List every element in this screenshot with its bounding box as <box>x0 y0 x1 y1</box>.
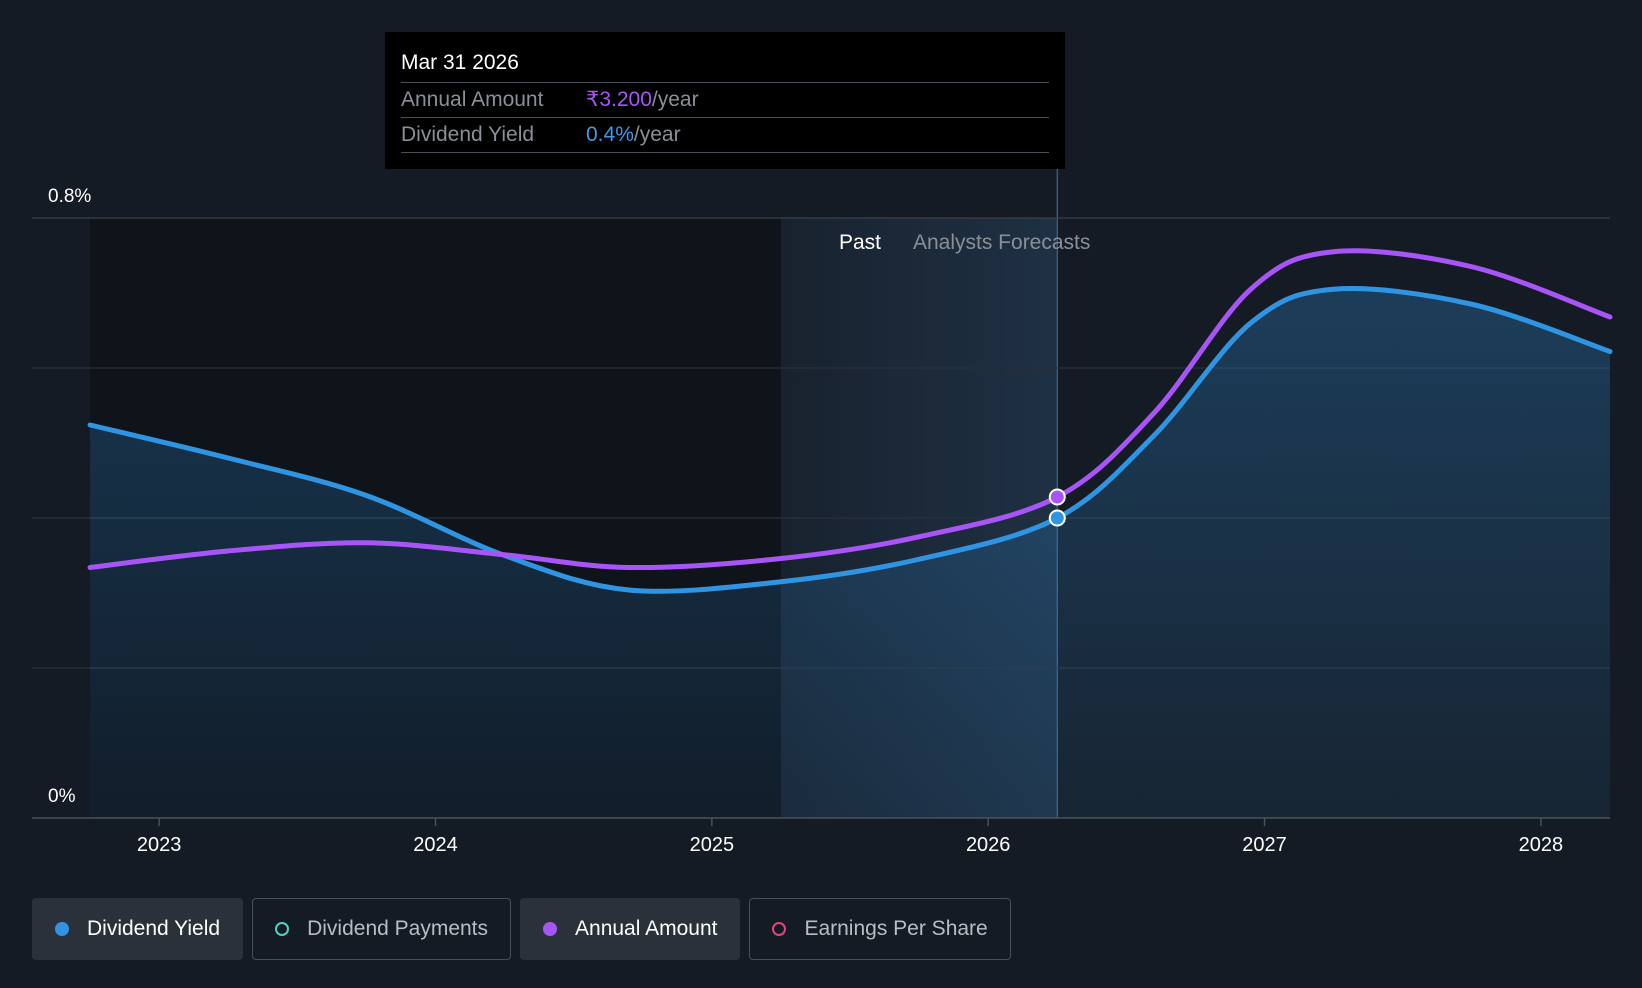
tooltip-unit: /year <box>633 123 681 146</box>
legend-dividend-yield-button[interactable]: Dividend Yield <box>32 898 244 960</box>
tooltip-value: 0.4% <box>586 123 634 146</box>
legend-ring-icon <box>772 922 787 936</box>
annual-amount-marker <box>1048 488 1066 506</box>
tooltip-unit: /year <box>651 88 699 111</box>
legend-label: Dividend Yield <box>87 917 221 940</box>
annual-amount-line <box>87 248 1613 571</box>
chart-tooltip: Mar 31 2026 Annual Amount ₹3.200 /year D… <box>385 32 1065 169</box>
x-tick-label: 2026 <box>966 834 1011 856</box>
legend-label: Earnings Per Share <box>804 917 988 940</box>
legend-dot-icon <box>543 922 558 936</box>
legend-label: Annual Amount <box>575 917 718 940</box>
x-tick-label: 2028 <box>1519 834 1564 856</box>
past-label: Past <box>839 231 881 254</box>
y-tick-label: 0% <box>48 786 76 807</box>
tooltip-date: Mar 31 2026 <box>401 32 1049 83</box>
x-tick-label: 2023 <box>137 834 182 856</box>
chart-legend: Dividend Yield Dividend Payments Annual … <box>32 898 1011 960</box>
legend-annual-amount-button[interactable]: Annual Amount <box>520 898 741 960</box>
dividend-yield-line <box>87 286 1613 594</box>
legend-dot-icon <box>55 922 69 936</box>
y-tick-label: 0.8% <box>48 186 91 207</box>
tooltip-label: Annual Amount <box>401 88 544 111</box>
legend-dividend-payments-button[interactable]: Dividend Payments <box>252 898 512 960</box>
dividend-yield-marker <box>1048 509 1066 527</box>
tooltip-label: Dividend Yield <box>401 123 535 146</box>
forecast-label: Analysts Forecasts <box>913 231 1090 254</box>
x-tick-label: 2024 <box>413 834 458 856</box>
x-tick-label: 2027 <box>1242 834 1287 856</box>
tooltip-value: ₹3.200 <box>586 88 652 111</box>
tooltip-row-annual-amount: Annual Amount ₹3.200 /year <box>401 83 1049 118</box>
legend-ring-icon <box>275 922 290 936</box>
dividend-yield-area <box>90 288 1610 818</box>
legend-label: Dividend Payments <box>307 917 489 940</box>
tooltip-row-dividend-yield: Dividend Yield 0.4% /year <box>401 118 1049 153</box>
x-tick-label: 2025 <box>690 834 735 856</box>
legend-earnings-per-share-button[interactable]: Earnings Per Share <box>749 898 1011 960</box>
